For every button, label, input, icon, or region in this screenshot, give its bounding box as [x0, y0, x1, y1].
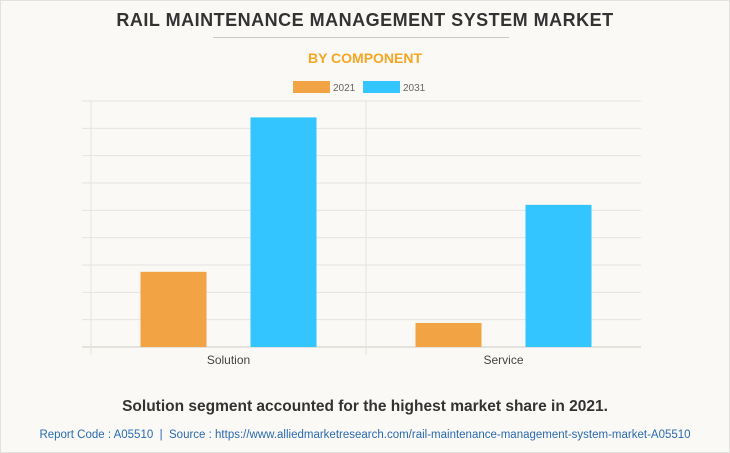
bar-service-2021[interactable] [415, 322, 482, 347]
title-divider [213, 37, 509, 38]
bars [140, 117, 592, 348]
legend[interactable]: 2021 2031 [293, 81, 426, 94]
x-tick-label: Service [483, 353, 523, 367]
legend-label: 2021 [333, 83, 356, 94]
chart-subtitle: BY COMPONENT [307, 50, 423, 66]
category-labels: Solution Service [207, 353, 524, 367]
legend-item-2021[interactable]: 2021 [293, 81, 356, 94]
bar-service-2031[interactable] [525, 204, 592, 347]
chart-title: RAIL MAINTENANCE MANAGEMENT SYSTEM MARKE… [116, 10, 614, 30]
x-tick-label: Solution [207, 353, 250, 367]
chart-caption: Solution segment accounted for the highe… [122, 398, 608, 415]
legend-swatch [293, 81, 330, 93]
legend-item-2031[interactable]: 2031 [363, 81, 426, 94]
bar-solution-2021[interactable] [140, 271, 207, 347]
bar-solution-2031[interactable] [250, 117, 317, 348]
legend-label: 2031 [403, 83, 426, 94]
source-line[interactable]: Report Code : A05510 | Source : https://… [39, 429, 691, 441]
legend-swatch [363, 81, 400, 93]
